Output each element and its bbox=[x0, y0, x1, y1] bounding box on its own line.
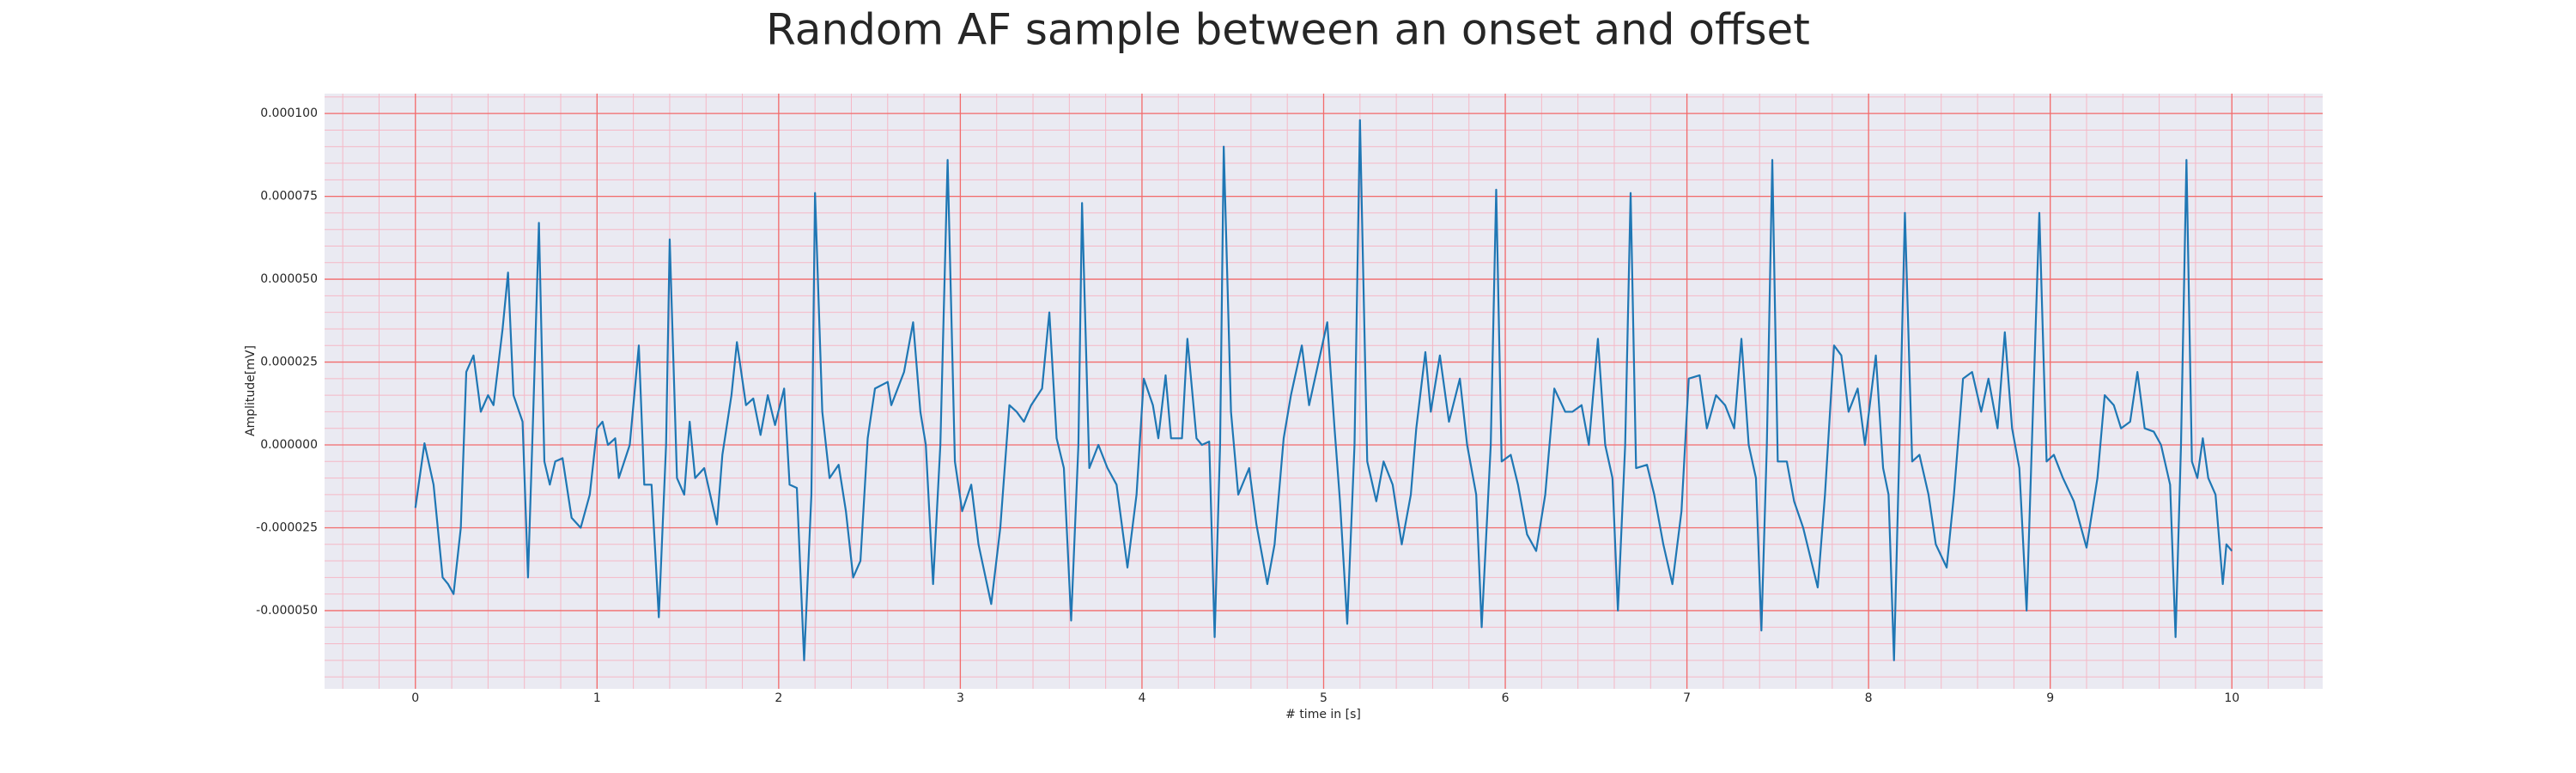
x-tick-label: 1 bbox=[593, 691, 601, 705]
x-tick-label: 6 bbox=[1502, 691, 1510, 705]
marks bbox=[414, 119, 2233, 661]
x-tick-label: 10 bbox=[2224, 691, 2239, 705]
chart-title: Random AF sample between an onset and of… bbox=[766, 5, 1810, 55]
grid bbox=[325, 94, 2323, 689]
y-tick-label: 0.000050 bbox=[260, 272, 318, 286]
x-tick-label: 8 bbox=[1865, 691, 1873, 705]
x-axis-label: # time in [s] bbox=[1285, 708, 1361, 721]
y-axis-label: Amplitude[mV] bbox=[244, 345, 258, 436]
x-tick-label: 5 bbox=[1320, 691, 1327, 705]
x-tick-label: 3 bbox=[957, 691, 964, 705]
y-tick-label: 0.000000 bbox=[260, 438, 318, 452]
x-tick-label: 2 bbox=[775, 691, 782, 705]
signal-line bbox=[414, 119, 2233, 661]
y-tick-label: -0.000050 bbox=[256, 604, 318, 618]
x-tick-label: 9 bbox=[2046, 691, 2054, 705]
y-tick-label: 0.000100 bbox=[260, 107, 318, 120]
x-tick-label: 4 bbox=[1138, 691, 1145, 705]
x-tick-label: 0 bbox=[411, 691, 419, 705]
x-tick-label: 7 bbox=[1683, 691, 1691, 705]
y-tick-label: -0.000025 bbox=[256, 520, 318, 534]
y-tick-label: 0.000025 bbox=[260, 356, 318, 369]
y-tick-label: 0.000075 bbox=[260, 190, 318, 204]
